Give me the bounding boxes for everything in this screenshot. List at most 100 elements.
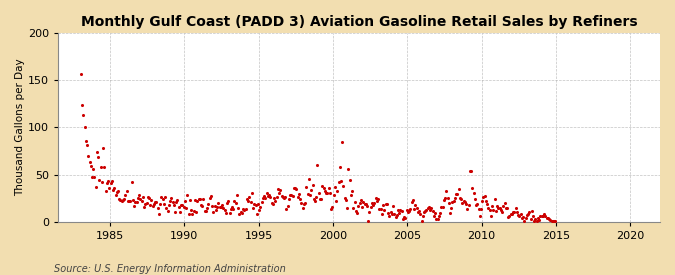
Point [477,199,487,203]
Point [94,178,105,182]
Point [514,214,524,219]
Point [280,194,291,199]
Point [264,192,275,197]
Point [113,188,124,193]
Point [531,219,542,224]
Point [260,196,271,200]
Point [374,207,385,211]
Point [344,178,355,183]
Point [77,103,88,107]
Point [258,196,269,200]
Point [395,208,406,212]
Point [126,180,137,185]
Point [513,213,524,217]
Point [215,205,226,209]
Point [506,212,517,217]
Point [187,212,198,216]
Point [512,210,522,214]
Point [530,217,541,222]
Point [236,211,247,215]
Point [225,206,236,211]
Point [325,191,335,195]
Point [503,214,514,219]
Point [398,217,408,221]
Point [256,200,267,204]
Point [410,203,421,208]
Point [238,207,248,211]
Point [109,186,119,190]
Point [92,150,103,154]
Point [212,205,223,209]
Point [321,191,331,195]
Point [291,187,302,191]
Point [288,186,299,191]
Point [250,202,261,207]
Point [150,200,161,204]
Point [282,204,293,208]
Point [396,209,407,213]
Point [315,197,325,201]
Point [337,140,348,144]
Point [95,165,106,169]
Point [221,211,232,215]
Point [79,125,90,129]
Point [323,186,334,190]
Point [475,213,485,218]
Point [540,214,551,218]
Point [522,212,533,216]
Point [545,218,556,222]
Point [341,198,352,202]
Point [377,212,387,216]
Point [354,201,365,205]
Point [285,192,296,197]
Point [400,216,411,221]
Point [425,208,435,213]
Point [300,201,310,205]
Point [245,199,256,204]
Point [292,195,303,199]
Point [313,191,324,195]
Point [297,206,308,211]
Point [462,207,472,211]
Point [211,208,221,212]
Point [243,199,254,203]
Point [338,184,349,189]
Point [481,199,491,203]
Point [463,203,474,207]
Point [516,216,527,220]
Point [393,208,404,212]
Point [405,207,416,211]
Point [175,210,186,214]
Point [290,186,300,190]
Point [130,200,141,204]
Point [427,209,438,213]
Point [451,192,462,196]
Point [498,203,509,208]
Point [392,213,402,217]
Point [234,211,245,216]
Point [421,208,432,212]
Point [348,206,359,210]
Point [89,174,100,179]
Point [319,189,330,193]
Point [217,203,227,207]
Point [167,200,178,204]
Point [142,194,153,199]
Point [266,200,277,205]
Point [430,210,441,215]
Point [267,201,278,206]
Point [200,209,211,213]
Point [549,218,560,223]
Point [534,218,545,222]
Point [401,208,412,213]
Point [205,196,215,201]
Point [132,196,143,200]
Point [509,210,520,214]
Point [301,185,312,189]
Point [488,208,499,213]
Point [199,209,210,213]
Point [369,201,380,205]
Point [367,201,377,205]
Point [308,197,319,202]
Point [384,213,395,218]
